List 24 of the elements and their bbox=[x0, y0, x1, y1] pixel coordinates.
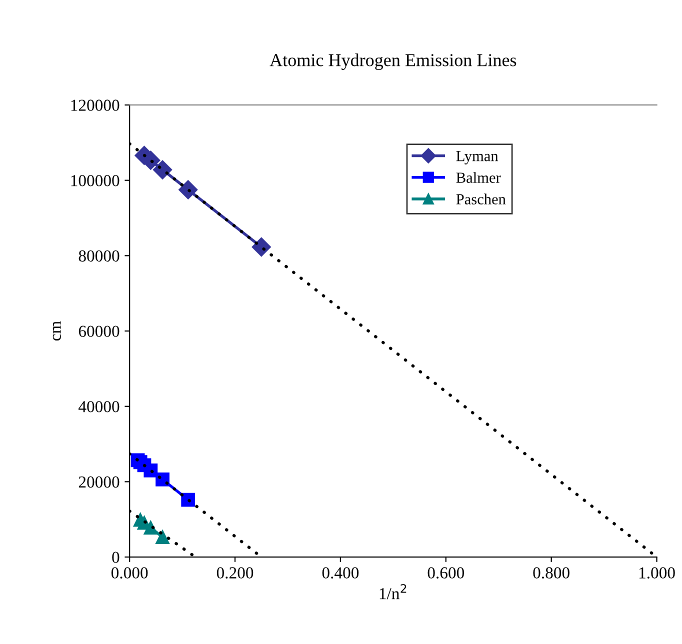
point bbox=[156, 530, 170, 544]
y-tick-label: 20000 bbox=[78, 476, 120, 488]
x-tick-label: 0.400 bbox=[322, 567, 359, 579]
y-tick-label: 60000 bbox=[78, 326, 120, 337]
legend-label: Balmer bbox=[456, 172, 501, 183]
x-tick-label: 0.000 bbox=[111, 567, 148, 579]
y-tick-label: 120000 bbox=[71, 100, 120, 111]
y-tick-label: 40000 bbox=[78, 401, 120, 412]
point bbox=[178, 180, 198, 200]
legend-label: Paschen bbox=[456, 194, 506, 204]
x-tick-label: 0.800 bbox=[533, 567, 570, 579]
y-tick-label: 100000 bbox=[71, 175, 120, 186]
x-axis-title: 1/n$^{2}$ bbox=[380, 584, 406, 600]
point bbox=[152, 160, 172, 180]
point bbox=[252, 237, 271, 257]
x-tick-label: 1.000 bbox=[639, 567, 675, 579]
legend-label: Lyman bbox=[456, 151, 498, 164]
y-axis-title: cm bbox=[52, 321, 61, 341]
x-tick-label: 0.600 bbox=[428, 567, 464, 579]
chart-title: Atomic Hydrogen Emission Lines bbox=[270, 54, 516, 70]
x-tick-label: 0.200 bbox=[216, 567, 254, 579]
y-tick-label: 80000 bbox=[78, 250, 120, 262]
y-tick-label: 0 bbox=[112, 552, 120, 564]
point bbox=[181, 492, 196, 507]
